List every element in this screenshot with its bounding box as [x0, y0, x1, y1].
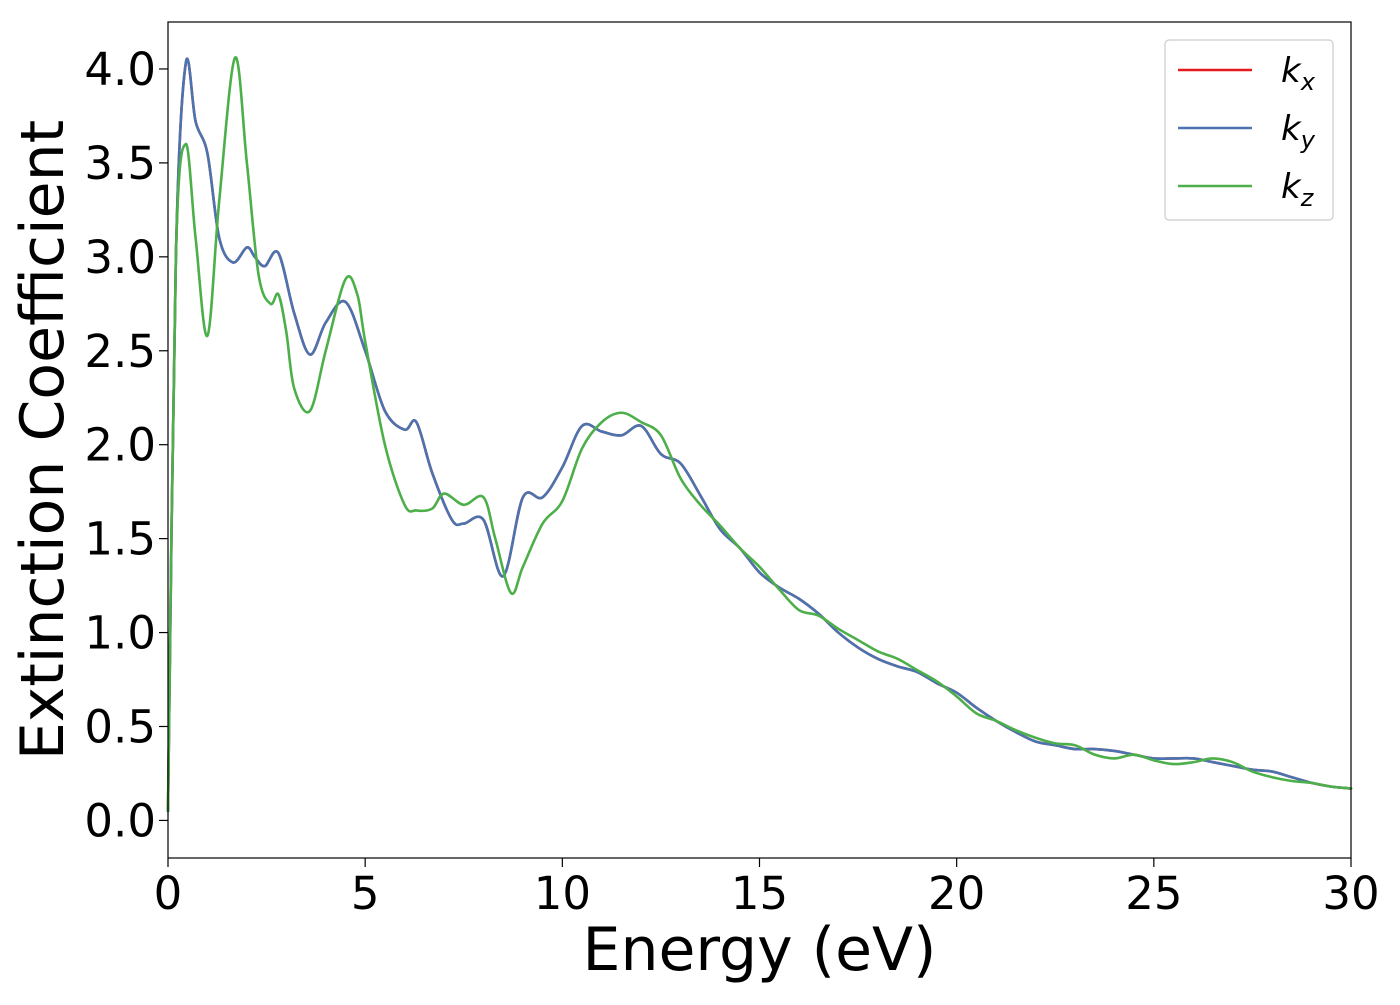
x-tick-label: 0 — [154, 867, 183, 920]
x-tick-label: 25 — [1125, 867, 1182, 920]
y-tick-label: 1.5 — [84, 513, 156, 566]
y-axis: 0.0 0.5 1.0 1.5 2.0 2.5 3.0 3.5 4.0 — [84, 43, 168, 847]
series-layer — [166, 56, 1353, 813]
legend-label-x: kx — [1281, 51, 1316, 96]
y-tick-label: 2.5 — [84, 325, 156, 378]
legend-label-y: ky — [1281, 109, 1316, 154]
x-axis: 0 5 10 15 20 25 30 — [154, 858, 1380, 920]
x-tick-label: 30 — [1322, 867, 1379, 920]
x-tick-label: 20 — [928, 867, 985, 920]
legend: kx ky kz — [1164, 39, 1334, 221]
series-line-z — [166, 56, 1353, 813]
y-tick-label: 2.0 — [84, 419, 156, 472]
y-tick-label: 3.0 — [84, 231, 156, 284]
legend-label-z: kz — [1281, 167, 1315, 212]
x-tick-label: 15 — [731, 867, 788, 920]
y-tick-label: 0.5 — [84, 700, 156, 753]
y-tick-label: 4.0 — [84, 43, 156, 96]
x-tick-label: 5 — [351, 867, 380, 920]
x-axis-label: Energy (eV) — [583, 915, 937, 985]
x-tick-label: 10 — [534, 867, 591, 920]
legend-box — [1164, 39, 1334, 221]
y-tick-label: 1.0 — [84, 607, 156, 660]
y-tick-label: 3.5 — [84, 137, 156, 190]
y-axis-label: Extinction Coefficient — [8, 120, 78, 760]
y-tick-label: 0.0 — [84, 794, 156, 847]
